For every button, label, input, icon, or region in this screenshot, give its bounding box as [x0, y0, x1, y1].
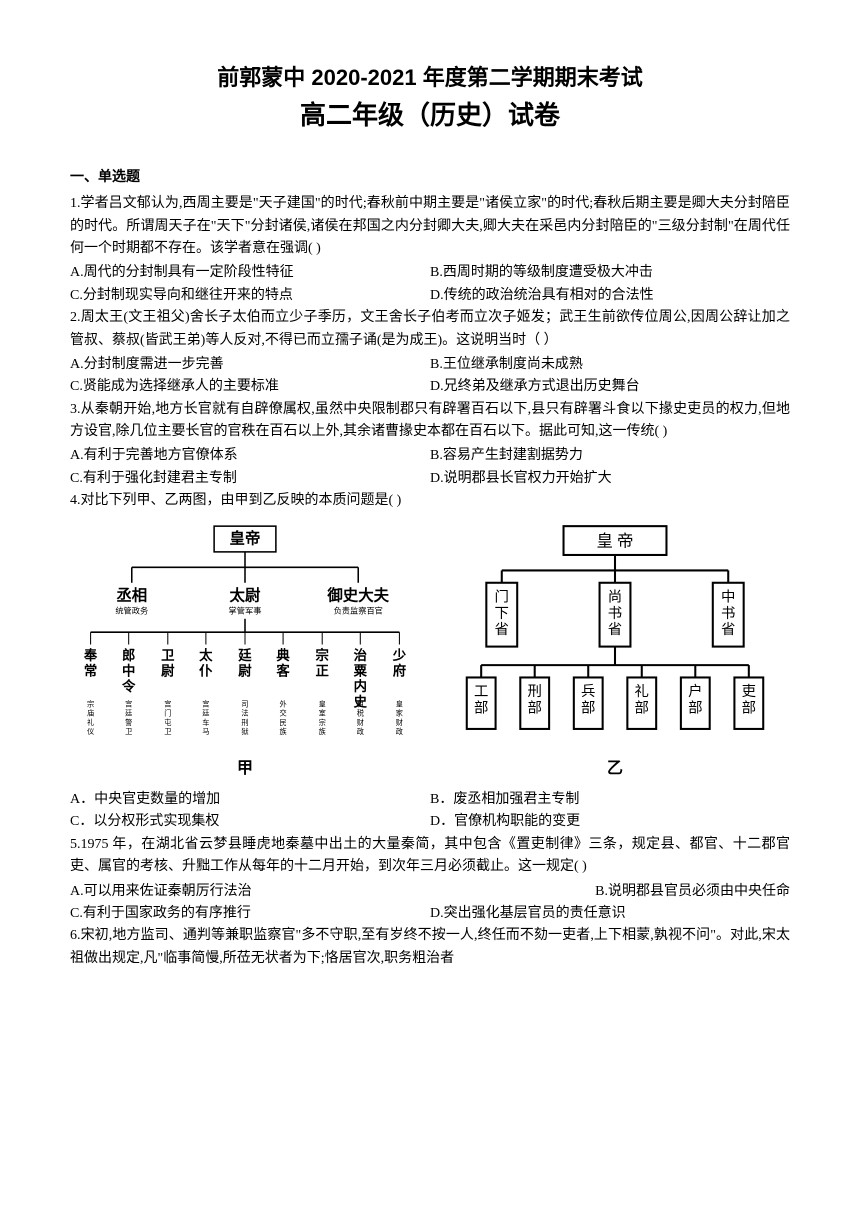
svg-text:外交民族: 外交民族	[279, 699, 286, 736]
q3-opt-a: A.有利于完善地方官僚体系	[70, 445, 430, 467]
q3-opt-c: C.有利于强化封建君主专制	[70, 468, 430, 490]
svg-text:吏部: 吏部	[742, 683, 756, 716]
diagram-jia-svg: 皇帝 丞相 太尉 御史大夫 统管政务 掌管军事 负责监察百官 奉常 郎中令	[70, 521, 420, 747]
question-4-options: A．中央官吏数量的增加 B．废丞相加强君主专制 C．以分权形式实现集权 D．官僚…	[70, 789, 790, 834]
svg-text:宗庙礼仪: 宗庙礼仪	[87, 699, 94, 736]
q4-opt-b: B．废丞相加强君主专制	[430, 789, 790, 811]
q5-opt-a: A.可以用来佐证秦朝厉行法治	[70, 884, 252, 899]
svg-text:宫廷警卫: 宫廷警卫	[125, 699, 132, 736]
svg-text:刑部: 刑部	[528, 683, 542, 716]
q1-opt-b: B.西周时期的等级制度遭受极大冲击	[430, 262, 790, 284]
svg-text:太尉: 太尉	[230, 585, 261, 604]
question-1-options: A.周代的分封制具有一定阶段性特征 B.西周时期的等级制度遭受极大冲击 C.分封…	[70, 262, 790, 307]
svg-text:太仆: 太仆	[199, 647, 213, 678]
svg-text:丞相: 丞相	[116, 585, 147, 604]
svg-text:皇家财政: 皇家财政	[396, 699, 403, 736]
svg-text:门下省: 门下省	[495, 588, 509, 638]
svg-text:掌管军事: 掌管军事	[229, 605, 262, 615]
diagrams-container: 皇帝 丞相 太尉 御史大夫 统管政务 掌管军事 负责监察百官 奉常 郎中令	[70, 521, 790, 781]
q2-opt-b: B.王位继承制度尚未成熟	[430, 354, 790, 376]
question-3-text: 3.从秦朝开始,地方长官就有自辟僚属权,虽然中央限制郡只有辟署百石以下,县只有辟…	[70, 399, 790, 444]
q2-opt-d: D.兄终弟及继承方式退出历史舞台	[430, 376, 790, 398]
question-6-text: 6.宋初,地方监司、通判等兼职监察官"多不守职,至有岁终不按一人,终任而不劾一吏…	[70, 925, 790, 970]
question-2-text: 2.周太王(文王祖父)舍长子太伯而立少子季历，文王舍长子伯考而立次子姬发；武王生…	[70, 307, 790, 352]
svg-text:统管政务: 统管政务	[115, 605, 148, 615]
q2-opt-c: C.贤能成为选择继承人的主要标准	[70, 376, 430, 398]
svg-text:宫门屯卫: 宫门屯卫	[164, 699, 171, 736]
q1-opt-c: C.分封制现实导向和继往开来的特点	[70, 285, 430, 307]
q2-opt-a: A.分封制度需进一步完善	[70, 354, 430, 376]
q1-opt-d: D.传统的政治统治具有相对的合法性	[430, 285, 790, 307]
svg-text:礼部: 礼部	[635, 683, 649, 716]
svg-text:工部: 工部	[474, 684, 488, 716]
svg-text:典客: 典客	[275, 647, 290, 678]
diagram-yi-label: 乙	[440, 756, 790, 782]
svg-text:户部: 户部	[688, 683, 702, 716]
diagram-jia: 皇帝 丞相 太尉 御史大夫 统管政务 掌管军事 负责监察百官 奉常 郎中令	[70, 521, 420, 781]
question-5-options: A.可以用来佐证秦朝厉行法治 B.说明郡县官员必须由中央任命 C.有利于国家政务…	[70, 881, 790, 926]
question-2-options: A.分封制度需进一步完善 B.王位继承制度尚未成熟 C.贤能成为选择继承人的主要…	[70, 354, 790, 399]
svg-text:中书省: 中书省	[721, 588, 735, 638]
question-5-text: 5.1975 年，在湖北省云梦县睡虎地秦墓中出土的大量秦简，其中包含《置吏制律》…	[70, 834, 790, 879]
svg-text:兵部: 兵部	[581, 683, 595, 716]
q4-opt-a: A．中央官吏数量的增加	[70, 789, 430, 811]
diagram-yi-svg: 皇 帝 门下省 尚书省 中书省 工部 刑部	[440, 521, 790, 747]
q1-opt-a: A.周代的分封制具有一定阶段性特征	[70, 262, 430, 284]
q4-opt-d: D．官僚机构职能的变更	[430, 811, 790, 833]
q4-opt-c: C．以分权形式实现集权	[70, 811, 430, 833]
svg-text:廷尉: 廷尉	[237, 647, 252, 678]
svg-text:宗正: 宗正	[316, 647, 329, 678]
q5-opt-b: B.说明郡县官员必须由中央任命	[595, 881, 790, 903]
q5-opt-d: D.突出强化基层官员的责任意识	[430, 903, 790, 925]
svg-text:宫廷车马: 宫廷车马	[202, 699, 209, 736]
svg-text:少府: 少府	[392, 648, 407, 678]
svg-text:奉常: 奉常	[84, 647, 98, 678]
question-4-text: 4.对比下列甲、乙两图，由甲到乙反映的本质问题是( )	[70, 490, 790, 512]
svg-text:御史大夫: 御史大夫	[326, 585, 389, 604]
svg-text:卫尉: 卫尉	[161, 648, 175, 678]
svg-text:负责监察百官: 负责监察百官	[334, 605, 383, 615]
svg-text:司法刑狱: 司法刑狱	[241, 700, 248, 736]
svg-text:尚书省: 尚书省	[608, 588, 622, 638]
svg-text:郎中令: 郎中令	[121, 647, 136, 694]
question-1-text: 1.学者吕文郁认为,西周主要是"天子建国"的时代;春秋前中期主要是"诸侯立家"的…	[70, 193, 790, 260]
svg-text:皇室宗族: 皇室宗族	[319, 699, 326, 736]
svg-text:租税财政: 租税财政	[357, 700, 364, 736]
q5-opt-c: C.有利于国家政务的有序推行	[70, 903, 430, 925]
exam-title-main: 前郭蒙中 2020-2021 年度第二学期期末考试	[70, 60, 790, 95]
svg-text:皇 帝: 皇 帝	[596, 531, 633, 550]
svg-text:皇帝: 皇帝	[230, 528, 261, 547]
diagram-yi: 皇 帝 门下省 尚书省 中书省 工部 刑部	[440, 521, 790, 781]
exam-title-sub: 高二年级（历史）试卷	[70, 95, 790, 137]
question-3-options: A.有利于完善地方官僚体系 B.容易产生封建割据势力 C.有利于强化封建君主专制…	[70, 445, 790, 490]
q3-opt-d: D.说明郡县长官权力开始扩大	[430, 468, 790, 490]
diagram-jia-label: 甲	[70, 756, 420, 782]
q3-opt-b: B.容易产生封建割据势力	[430, 445, 790, 467]
section-header: 一、单选题	[70, 167, 790, 189]
